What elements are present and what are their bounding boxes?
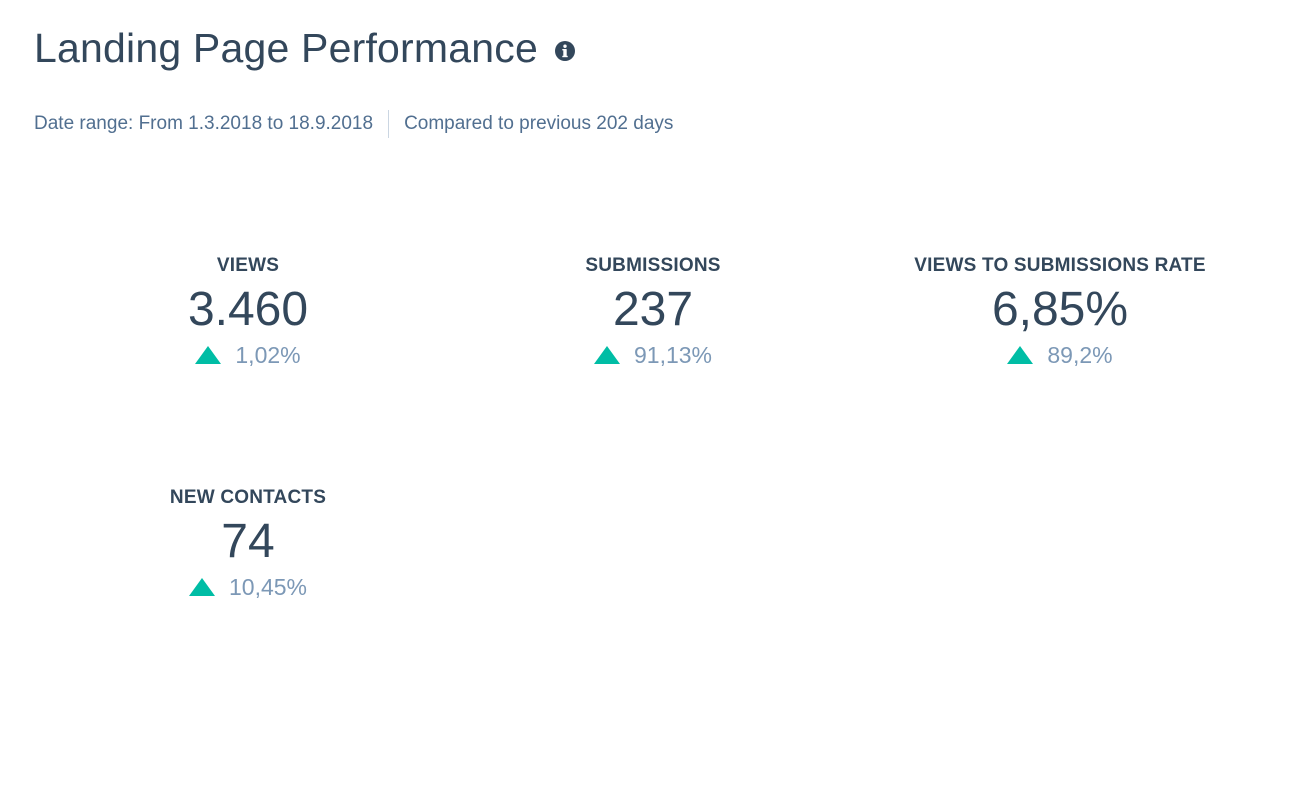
arrow-up-icon <box>1007 346 1034 364</box>
page-title: Landing Page Performance <box>34 25 538 71</box>
kpi-change: 1,02% <box>38 340 458 370</box>
arrow-up-icon <box>188 578 215 596</box>
arrow-up-icon <box>195 346 222 364</box>
kpi-change: 89,2% <box>850 340 1270 370</box>
kpi-value: 6,85% <box>991 283 1129 336</box>
kpi-change: 91,13% <box>443 340 863 370</box>
date-range-text: Date range: From 1.3.2018 to 18.9.2018 <box>34 113 374 134</box>
kpi-submissions: SUBMISSIONS 237 91,13% <box>443 254 863 370</box>
divider <box>388 110 390 138</box>
date-range-bar: Date range: From 1.3.2018 to 18.9.2018 C… <box>34 110 673 138</box>
kpi-label: VIEWS TO SUBMISSIONS RATE <box>914 255 1206 276</box>
kpi-value: 74 <box>221 515 275 568</box>
kpi-new-contacts: NEW CONTACTS 74 10,45% <box>38 486 458 602</box>
kpi-change-value: 91,13% <box>633 342 712 368</box>
comparison-text: Compared to previous 202 days <box>404 113 674 134</box>
kpi-label: VIEWS <box>216 255 280 276</box>
arrow-up-icon <box>593 346 620 364</box>
kpi-label: NEW CONTACTS <box>169 487 327 508</box>
info-circle-icon[interactable] <box>554 40 576 62</box>
kpi-change-value: 1,02% <box>235 342 301 368</box>
kpi-views: VIEWS 3.460 1,02% <box>38 254 458 370</box>
kpi-views-to-submissions-rate: VIEWS TO SUBMISSIONS RATE 6,85% 89,2% <box>850 254 1270 370</box>
kpi-value: 3.460 <box>187 283 309 336</box>
kpi-change: 10,45% <box>38 572 458 602</box>
kpi-change-value: 10,45% <box>228 574 307 600</box>
kpi-label: SUBMISSIONS <box>585 255 721 276</box>
page-header: Landing Page Performance <box>34 24 576 72</box>
kpi-change-value: 89,2% <box>1047 342 1113 368</box>
kpi-value: 237 <box>612 283 694 336</box>
